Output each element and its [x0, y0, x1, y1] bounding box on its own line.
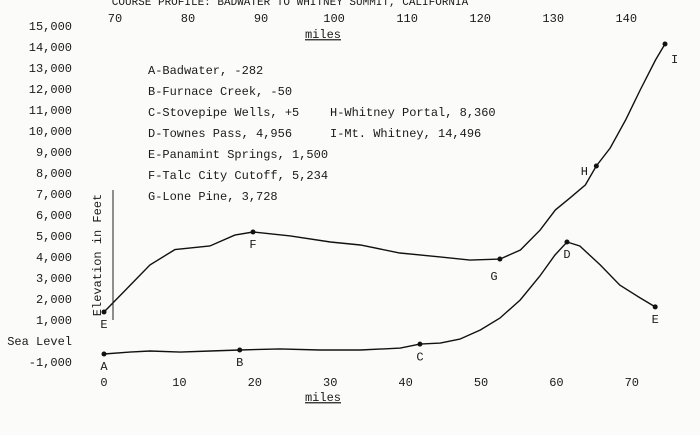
- point-marker: [101, 351, 107, 357]
- x-tick-label: 70: [625, 376, 639, 390]
- y-tick-label: 7,000: [36, 188, 72, 202]
- profile-line: [103, 43, 666, 313]
- y-tick-label: 4,000: [36, 251, 72, 265]
- profile-line: [103, 241, 656, 355]
- x-tick-label: 10: [172, 376, 186, 390]
- annotation: I-Mt. Whitney, 14,496: [330, 127, 481, 141]
- annotation: A-Badwater, -282: [148, 64, 263, 78]
- point-label: D: [563, 248, 570, 262]
- point-label: E: [652, 313, 659, 327]
- x-tick-label: 50: [474, 376, 488, 390]
- x2-tick-label: 120: [469, 12, 491, 26]
- y-tick-label: 6,000: [36, 209, 72, 223]
- point-marker: [593, 163, 599, 169]
- point-label: C: [416, 350, 423, 364]
- x-tick-label: 0: [100, 376, 107, 390]
- point-label: I: [671, 53, 678, 67]
- y-tick-label: 1,000: [36, 314, 72, 328]
- point-marker: [250, 229, 256, 235]
- point-marker: [417, 341, 423, 347]
- x-tick-label: 20: [248, 376, 262, 390]
- x2-tick-label: 80: [181, 12, 195, 26]
- y-tick-label: -1,000: [29, 356, 72, 370]
- y-tick-label: 3,000: [36, 272, 72, 286]
- point-marker: [237, 347, 243, 353]
- annotation: F-Talc City Cutoff, 5,234: [148, 169, 328, 183]
- point-marker: [101, 309, 107, 315]
- point-label: E: [100, 318, 107, 332]
- point-label: H: [581, 165, 588, 179]
- y-tick-label: 5,000: [36, 230, 72, 244]
- point-label: A: [100, 360, 108, 374]
- x2-axis-label: miles: [305, 28, 341, 42]
- annotation: H-Whitney Portal, 8,360: [330, 106, 496, 120]
- annotation: B-Furnace Creek, -50: [148, 85, 292, 99]
- x2-tick-label: 110: [396, 12, 418, 26]
- annotation: D-Townes Pass, 4,956: [148, 127, 292, 141]
- y-tick-label: 13,000: [29, 62, 72, 76]
- x2-tick-label: 140: [615, 12, 637, 26]
- y-tick-label: 12,000: [29, 83, 72, 97]
- point-marker: [497, 256, 503, 262]
- y-tick-label: 10,000: [29, 125, 72, 139]
- annotation: C-Stovepipe Wells, +5: [148, 106, 299, 120]
- y-tick-label: 8,000: [36, 167, 72, 181]
- x-tick-label: 40: [398, 376, 412, 390]
- point-label: G: [490, 270, 497, 284]
- x-tick-label: 30: [323, 376, 337, 390]
- y-tick-label: 2,000: [36, 293, 72, 307]
- y-tick-label: Sea Level: [7, 335, 72, 349]
- x-axis-label: miles: [305, 391, 341, 405]
- x2-tick-label: 90: [254, 12, 268, 26]
- x2-tick-label: 130: [542, 12, 564, 26]
- point-marker: [662, 41, 668, 47]
- chart-title: COURSE PROFILE: BADWATER TO WHITNEY SUMM…: [112, 0, 469, 9]
- x2-tick-label: 70: [108, 12, 122, 26]
- y-tick-label: 11,000: [29, 104, 72, 118]
- y-tick-label: 14,000: [29, 41, 72, 55]
- point-label: F: [249, 238, 256, 252]
- x2-tick-label: 100: [323, 12, 345, 26]
- y-axis-label: Elevation in Feet: [91, 194, 105, 316]
- point-marker: [652, 304, 658, 310]
- annotation: E-Panamint Springs, 1,500: [148, 148, 328, 162]
- point-marker: [564, 239, 570, 245]
- point-label: B: [236, 356, 243, 370]
- y-tick-label: 15,000: [29, 20, 72, 34]
- x-tick-label: 60: [549, 376, 563, 390]
- y-tick-label: 9,000: [36, 146, 72, 160]
- annotation: G-Lone Pine, 3,728: [148, 190, 278, 204]
